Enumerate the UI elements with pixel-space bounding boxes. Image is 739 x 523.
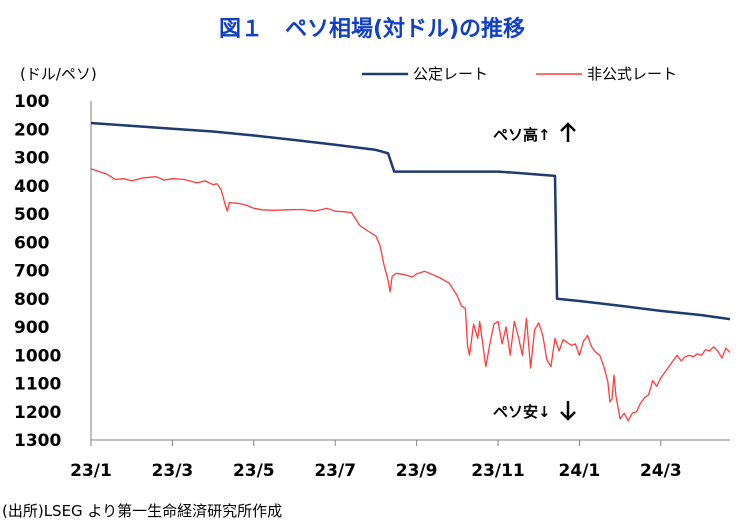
x-axis-ticks: 23/1 23/3 23/5 23/7 23/9 23/11 24/1 24/3 xyxy=(70,440,682,481)
x-tick-label: 23/7 xyxy=(314,461,356,481)
y-axis-unit: (ドル/ペソ) xyxy=(20,65,97,83)
y-tick-label: 700 xyxy=(14,262,50,282)
y-tick-label: 800 xyxy=(14,290,50,310)
series-line-informal xyxy=(90,168,731,422)
source-note: (出所)LSEG より第一生命経済研究所作成 xyxy=(2,502,282,520)
x-tick-label: 24/1 xyxy=(559,461,601,481)
y-tick-label: 400 xyxy=(14,177,50,197)
annotation-peso-down: ペソ安↓ xyxy=(493,403,551,421)
annotation-peso-up: ペソ高↑ xyxy=(493,126,551,144)
y-tick-label: 1300 xyxy=(14,431,61,451)
y-tick-label: 1200 xyxy=(14,403,61,423)
y-tick-label: 900 xyxy=(14,318,50,338)
y-axis-ticks: 100 200 300 400 500 600 700 800 900 1000 1100 1200 1… xyxy=(14,92,61,451)
y-tick-label: 1100 xyxy=(14,375,61,395)
y-tick-label: 500 xyxy=(14,205,50,225)
y-tick-label: 200 xyxy=(14,120,50,140)
legend-label-official: 公定レート xyxy=(413,65,488,83)
x-tick-label: 23/3 xyxy=(152,461,194,481)
x-tick-label: 23/5 xyxy=(233,461,275,481)
legend: 公定レート 非公式レート xyxy=(362,65,677,83)
y-tick-label: 600 xyxy=(14,233,50,253)
y-tick-label: 100 xyxy=(14,92,50,112)
series-line-official xyxy=(90,121,731,321)
chart-title: 図１ ペソ相場(対ドル)の推移 xyxy=(219,16,525,42)
axes xyxy=(90,101,730,441)
legend-label-informal: 非公式レート xyxy=(587,65,677,83)
y-tick-label: 1000 xyxy=(14,346,61,366)
x-tick-label: 23/9 xyxy=(396,461,438,481)
x-tick-label: 23/11 xyxy=(471,461,525,481)
x-tick-label: 24/3 xyxy=(640,461,682,481)
x-tick-label: 23/1 xyxy=(70,461,112,481)
y-tick-label: 300 xyxy=(14,149,50,169)
arrow-up-icon xyxy=(560,122,576,142)
arrow-down-icon xyxy=(560,401,576,421)
